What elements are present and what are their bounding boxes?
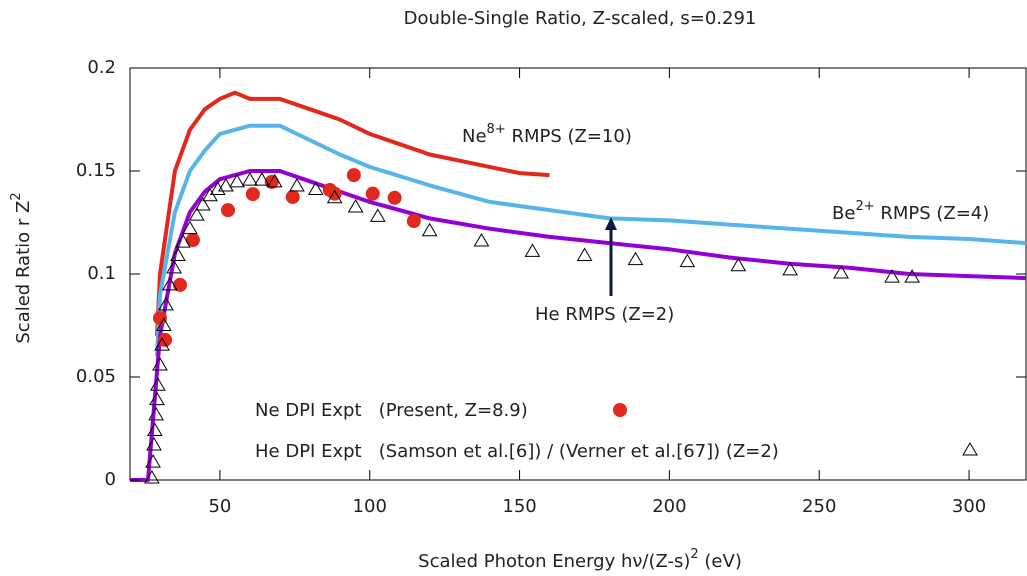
data-point	[245, 187, 260, 202]
y-tick-label: 0.2	[87, 57, 116, 78]
data-point	[149, 391, 165, 406]
data-point	[170, 247, 186, 261]
data-point	[146, 436, 162, 451]
data-point	[365, 186, 380, 201]
data-point	[220, 203, 235, 218]
series-line	[155, 123, 1027, 357]
data-point	[209, 181, 226, 196]
data-point	[158, 332, 173, 347]
x-axis-label: Scaled Photon Energy hν/(Z-s)2 (eV)	[418, 547, 742, 573]
data-point	[241, 172, 258, 186]
data-point	[406, 214, 421, 229]
data-point	[253, 172, 270, 186]
x-tick-label: 100	[353, 496, 387, 517]
data-point	[387, 190, 402, 205]
y-tick-label: 0.1	[87, 263, 116, 284]
data-point	[904, 269, 920, 283]
data-point	[158, 296, 174, 311]
data-point	[145, 454, 161, 468]
data-point	[730, 257, 747, 272]
data-point	[347, 199, 364, 213]
legend-marker	[962, 442, 978, 456]
data-point	[182, 220, 198, 235]
chart-title: Double-Single Ratio, Z-scaled, s=0.291	[404, 8, 757, 29]
annotation-sup: 8+	[487, 122, 506, 137]
y-label-sup: 2	[9, 192, 24, 200]
legend-label: Ne DPI Expt (Present, Z=8.9)	[255, 400, 528, 421]
x-label-rest: (eV)	[699, 551, 742, 572]
data-point	[147, 422, 163, 437]
x-label-sup: 2	[690, 547, 698, 562]
y-tick-label: 0	[105, 469, 116, 490]
data-point	[218, 178, 234, 192]
data-point	[154, 337, 170, 351]
x-tick-label: 150	[502, 496, 536, 517]
data-point	[627, 251, 644, 266]
legend-marker	[613, 403, 627, 417]
data-point	[289, 178, 305, 192]
data-point	[152, 311, 167, 326]
data-point	[369, 208, 386, 222]
y-tick-label: 0.05	[76, 366, 116, 387]
data-point	[524, 243, 541, 257]
annotation-sup: 2+	[855, 199, 874, 214]
annotation: Be2+ RMPS (Z=4)	[832, 199, 989, 225]
plot-area	[130, 90, 1027, 484]
data-point	[152, 357, 168, 371]
data-point	[346, 168, 361, 183]
data-point	[194, 196, 211, 211]
data-point	[307, 181, 324, 196]
x-tick-label: 50	[208, 496, 231, 517]
annotation: He RMPS (Z=2)	[535, 304, 674, 325]
x-tick-label: 250	[802, 496, 836, 517]
y-axis-label: Scaled Ratio r Z2	[9, 192, 35, 343]
data-point	[326, 189, 343, 204]
legend-label: He DPI Expt (Samson et al.[6]) / (Verner…	[255, 441, 779, 462]
data-point	[266, 173, 283, 188]
x-label-text: Scaled Photon Energy hν/(Z-s)	[418, 551, 690, 572]
data-point	[161, 276, 178, 291]
data-point	[175, 234, 191, 248]
data-point	[229, 173, 245, 188]
data-point	[285, 189, 300, 204]
data-point	[149, 377, 166, 391]
y-tick-label: 0.15	[76, 160, 116, 181]
data-point	[576, 247, 593, 261]
data-point	[144, 469, 160, 484]
x-tick-label: 300	[952, 496, 986, 517]
data-point	[884, 269, 900, 283]
data-point	[473, 233, 490, 247]
annotation-rest: RMPS (Z=10)	[506, 126, 632, 147]
series-line	[130, 169, 1027, 482]
arrow-head	[605, 217, 617, 230]
data-point	[148, 406, 164, 421]
x-tick-label: 200	[652, 496, 686, 517]
annotation: Ne8+ RMPS (Z=10)	[462, 122, 632, 148]
y-label-text: Scaled Ratio r Z	[13, 201, 34, 344]
annotation-text: Be	[832, 203, 855, 224]
data-point	[166, 259, 182, 274]
annotation-text: Ne	[462, 126, 487, 147]
data-point	[782, 261, 799, 276]
data-point	[188, 207, 205, 221]
annotation-rest: RMPS (Z=4)	[875, 203, 990, 224]
data-point	[421, 222, 438, 237]
data-point	[155, 317, 172, 331]
data-point	[679, 253, 696, 268]
series-line	[155, 90, 550, 336]
data-point	[833, 264, 849, 279]
data-point	[185, 233, 200, 248]
